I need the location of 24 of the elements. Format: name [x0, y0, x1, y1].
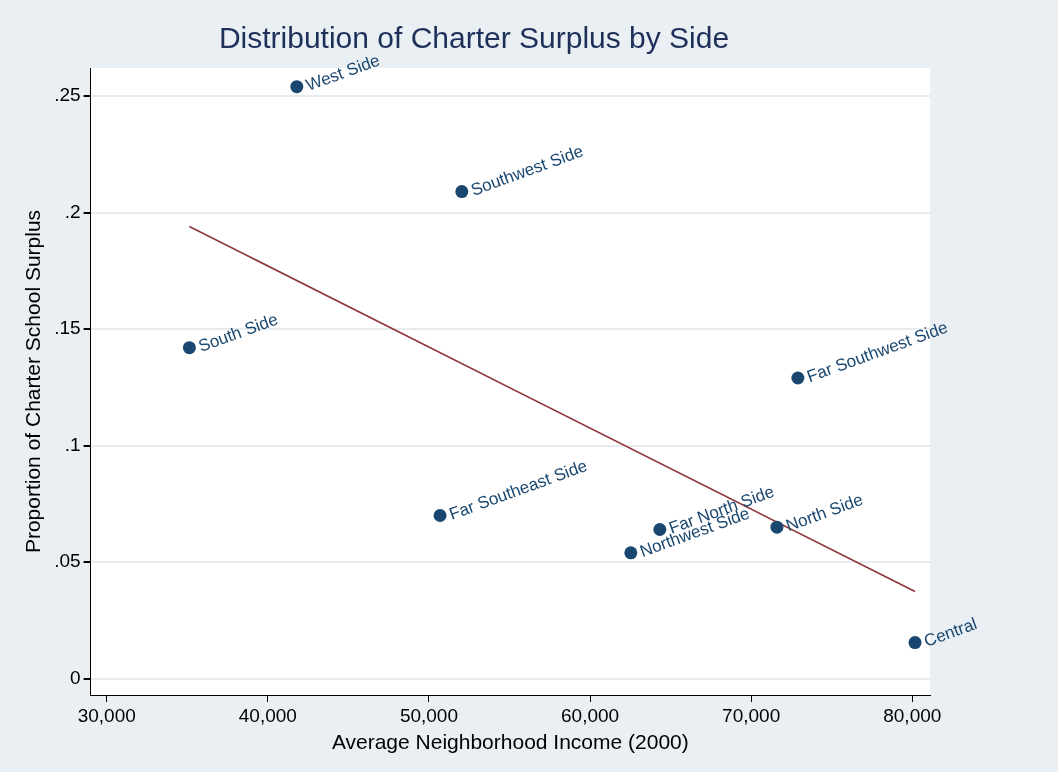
x-axis-title: Average Neighborhood Income (2000): [331, 730, 689, 754]
y-tick-label: .25: [54, 84, 81, 106]
x-tick-label: 70,000: [722, 704, 781, 726]
y-tick-label: .2: [64, 200, 81, 222]
point: [624, 546, 638, 560]
annotation: North Side: [783, 490, 866, 536]
y-axis-title: Proportion of Charter School Surplus: [21, 209, 45, 554]
x-tick-label: 30,000: [77, 704, 136, 726]
y-tick-label: .1: [64, 433, 81, 455]
point: [791, 371, 805, 385]
point: [455, 185, 469, 199]
x-tick-label: 60,000: [560, 704, 620, 726]
y-tick-label: .15: [54, 317, 81, 339]
annotation: South Side: [195, 309, 281, 356]
x-tick-label: 50,000: [399, 704, 459, 726]
point: [908, 636, 922, 650]
point: [770, 520, 784, 534]
y-tick-label: 0: [70, 666, 81, 688]
point: [290, 80, 304, 94]
point: [182, 341, 196, 355]
x-tick-label: 80,000: [883, 704, 942, 726]
x-tick-label: 40,000: [238, 704, 297, 726]
y-tick-label: .05: [54, 550, 81, 572]
point: [433, 509, 447, 523]
